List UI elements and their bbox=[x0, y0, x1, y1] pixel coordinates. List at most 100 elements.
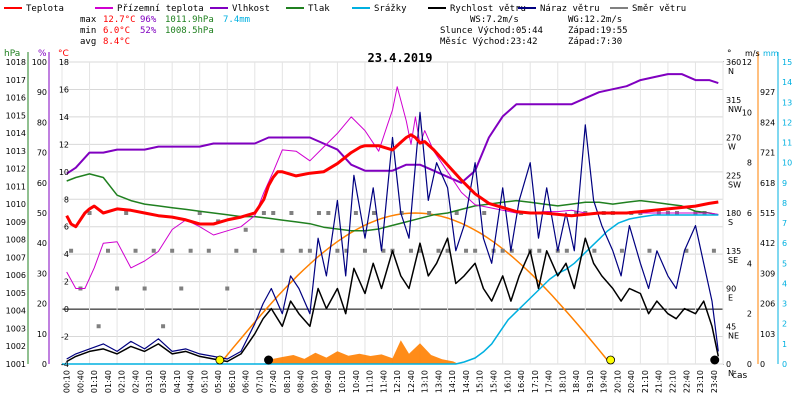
pct-tick: 70 bbox=[37, 149, 47, 158]
pct-tick: 90 bbox=[37, 88, 47, 97]
wind-direction-point bbox=[418, 248, 423, 253]
sun-tick: 0 bbox=[760, 360, 765, 369]
wind-direction-point bbox=[96, 324, 101, 329]
chart-title: 23.4.2019 bbox=[367, 51, 432, 65]
deg-tick: 0 bbox=[726, 360, 731, 369]
x-tick: 13:10 bbox=[421, 370, 430, 393]
c-tick: 18 bbox=[59, 58, 69, 67]
x-tick: 20:40 bbox=[627, 370, 636, 393]
wind-direction-point bbox=[408, 248, 413, 253]
sun-tick: 721 bbox=[760, 149, 775, 158]
wind-direction-point bbox=[142, 286, 147, 291]
hpa-tick: 1016 bbox=[6, 94, 26, 103]
x-tick: 05:10 bbox=[200, 370, 209, 393]
wind-direction-point bbox=[592, 248, 597, 253]
c-tick: 14 bbox=[59, 113, 69, 122]
wind-direction-point bbox=[197, 211, 202, 215]
wind-direction-point bbox=[133, 248, 138, 253]
hpa-tick: 1003 bbox=[6, 324, 26, 333]
x-tick: 04:10 bbox=[173, 370, 182, 393]
sun-elevation-line bbox=[219, 212, 612, 365]
wind-direction-point bbox=[234, 248, 239, 253]
c-tick: -4 bbox=[61, 360, 69, 369]
axes: 1001100210031004100510061007100810091010… bbox=[4, 49, 792, 393]
naraz-line bbox=[66, 111, 719, 360]
wind-direction-point bbox=[684, 248, 689, 253]
legend-label-rychlost: Rychlost větru bbox=[450, 4, 526, 14]
mm-tick: 15 bbox=[782, 58, 792, 67]
deg-dir-tick: NE bbox=[728, 331, 739, 340]
wind-direction-point bbox=[115, 286, 120, 291]
x-tick: 17:10 bbox=[531, 370, 540, 393]
wind-direction-point bbox=[151, 248, 156, 253]
wind-direction-point bbox=[252, 248, 257, 253]
wind-direction-point bbox=[436, 248, 441, 253]
srazky-line bbox=[62, 214, 719, 365]
x-tick: 07:40 bbox=[269, 370, 278, 393]
x-tick: 06:40 bbox=[242, 370, 251, 393]
wind-direction-point bbox=[711, 248, 716, 253]
deg-tick: 225 bbox=[726, 171, 741, 180]
moonrise-marker bbox=[710, 355, 720, 365]
x-tick: 16:40 bbox=[517, 370, 526, 393]
ms-axis-label: m/s bbox=[745, 49, 760, 58]
x-tick: 18:10 bbox=[558, 370, 567, 393]
x-tick: 16:10 bbox=[503, 370, 512, 393]
wind-direction-point bbox=[464, 248, 469, 253]
x-tick: 09:40 bbox=[324, 370, 333, 393]
sun-tick: 618 bbox=[760, 179, 775, 188]
wind-direction-point bbox=[372, 211, 377, 215]
tlak-line bbox=[66, 173, 719, 232]
x-axis-label: čas bbox=[732, 370, 747, 381]
wind-direction-point bbox=[399, 211, 404, 215]
hpa-tick: 1006 bbox=[6, 271, 26, 280]
sun-tick: 103 bbox=[760, 330, 775, 339]
stat-press-min: 1008.5hPa bbox=[165, 26, 214, 36]
pct-tick: 100 bbox=[32, 58, 47, 67]
pct-tick: 80 bbox=[37, 118, 47, 127]
moonset-marker bbox=[264, 355, 274, 365]
pct-tick: 60 bbox=[37, 179, 47, 188]
mm-tick: 0 bbox=[782, 360, 787, 369]
c-axis-label: °C bbox=[58, 49, 69, 59]
hpa-axis-label: hPa bbox=[4, 49, 20, 59]
x-tick: 12:40 bbox=[407, 370, 416, 393]
stat-hum-min: 52% bbox=[140, 26, 157, 36]
x-tick: 03:10 bbox=[145, 370, 154, 393]
mm-tick: 4 bbox=[782, 279, 787, 288]
deg-tick: 360 bbox=[726, 58, 741, 67]
vlhkost-line bbox=[66, 73, 719, 184]
wind-direction-point bbox=[500, 248, 505, 253]
stat-label-max: max bbox=[80, 15, 97, 25]
wind-direction-point bbox=[179, 286, 184, 291]
hpa-tick: 1012 bbox=[6, 165, 26, 174]
sun-tick: 412 bbox=[760, 239, 775, 248]
x-tick: 18:40 bbox=[572, 370, 581, 393]
pct-tick: 50 bbox=[37, 209, 47, 218]
mm-tick: 10 bbox=[782, 159, 792, 168]
legend: Teplota Přízemní teplota Vlhkost Tlak Srážky… bbox=[4, 4, 686, 14]
x-tick: 13:40 bbox=[434, 370, 443, 393]
wind-direction-point bbox=[124, 211, 129, 215]
mm-tick: 2 bbox=[782, 320, 787, 329]
pct-tick: 0 bbox=[42, 360, 47, 369]
deg-tick: 270 bbox=[726, 134, 741, 143]
wind-direction-point bbox=[225, 286, 230, 291]
stat-label-avg: avg bbox=[80, 37, 96, 47]
sun-tick: 206 bbox=[760, 300, 775, 309]
hpa-tick: 1014 bbox=[6, 129, 26, 138]
hpa-tick: 1017 bbox=[6, 76, 26, 85]
stat-temp-max: 12.7°C bbox=[103, 15, 136, 25]
x-tick: 19:40 bbox=[600, 370, 609, 393]
wind-direction-point bbox=[445, 248, 450, 253]
x-tick: 07:10 bbox=[255, 370, 264, 393]
c-tick: 16 bbox=[59, 85, 69, 94]
x-tick: 11:10 bbox=[366, 370, 375, 393]
wind-direction-point bbox=[261, 211, 266, 215]
x-tick: 05:40 bbox=[214, 370, 223, 393]
wind-direction-point bbox=[473, 248, 478, 253]
info-ws: WS:7.2m/s bbox=[470, 15, 519, 25]
x-tick: 17:40 bbox=[545, 370, 554, 393]
info-wg: WG:12.2m/s bbox=[568, 15, 622, 25]
